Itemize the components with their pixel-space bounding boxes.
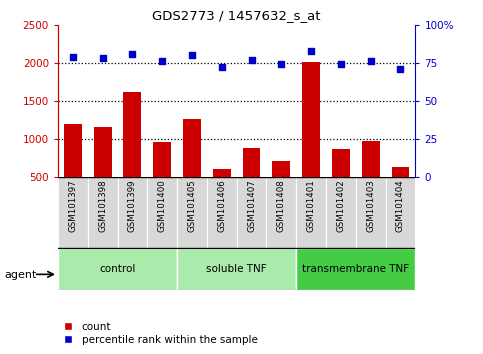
Bar [177,177,207,248]
Bar [147,177,177,248]
Point [397,66,404,72]
Text: GSM101399: GSM101399 [128,179,137,232]
Bar [88,177,117,248]
Bar [302,62,320,215]
Bar [153,142,171,215]
Bar [272,161,290,215]
Text: GSM101406: GSM101406 [217,179,226,232]
Text: control: control [99,264,136,274]
Bar [392,167,410,215]
Bar [58,248,177,290]
Text: GSM101405: GSM101405 [187,179,197,232]
Bar [207,177,237,248]
Text: GSM101403: GSM101403 [366,179,375,232]
Text: GSM101397: GSM101397 [69,179,77,232]
Bar [213,169,231,215]
Bar [117,177,147,248]
Point [99,56,107,61]
Bar [267,177,296,248]
Text: agent: agent [5,270,37,280]
Bar [177,248,296,290]
Point [69,54,77,59]
Bar [332,149,350,215]
Point [337,62,345,67]
Text: GSM101408: GSM101408 [277,179,286,232]
Bar [242,148,260,215]
Point [188,52,196,58]
Bar [124,92,142,215]
Text: GSM101404: GSM101404 [396,179,405,232]
Legend: count, percentile rank within the sample: count, percentile rank within the sample [54,317,262,349]
Text: soluble TNF: soluble TNF [206,264,267,274]
Bar [64,124,82,215]
Title: GDS2773 / 1457632_s_at: GDS2773 / 1457632_s_at [153,9,321,22]
Bar [237,177,267,248]
Bar [183,119,201,215]
Bar [362,141,380,215]
Text: GSM101407: GSM101407 [247,179,256,232]
Bar [58,177,88,248]
Text: GSM101401: GSM101401 [307,179,315,232]
Text: transmembrane TNF: transmembrane TNF [302,264,410,274]
Point [128,51,136,57]
Point [218,64,226,70]
Point [278,62,285,67]
Point [367,58,375,64]
Text: GSM101402: GSM101402 [337,179,345,232]
Bar [356,177,385,248]
Point [248,57,256,63]
Bar [94,127,112,215]
Bar [385,177,415,248]
Point [307,48,315,53]
Bar [296,177,326,248]
Bar [296,248,415,290]
Bar [326,177,356,248]
Text: GSM101400: GSM101400 [158,179,167,232]
Text: GSM101398: GSM101398 [98,179,107,232]
Point [158,58,166,64]
